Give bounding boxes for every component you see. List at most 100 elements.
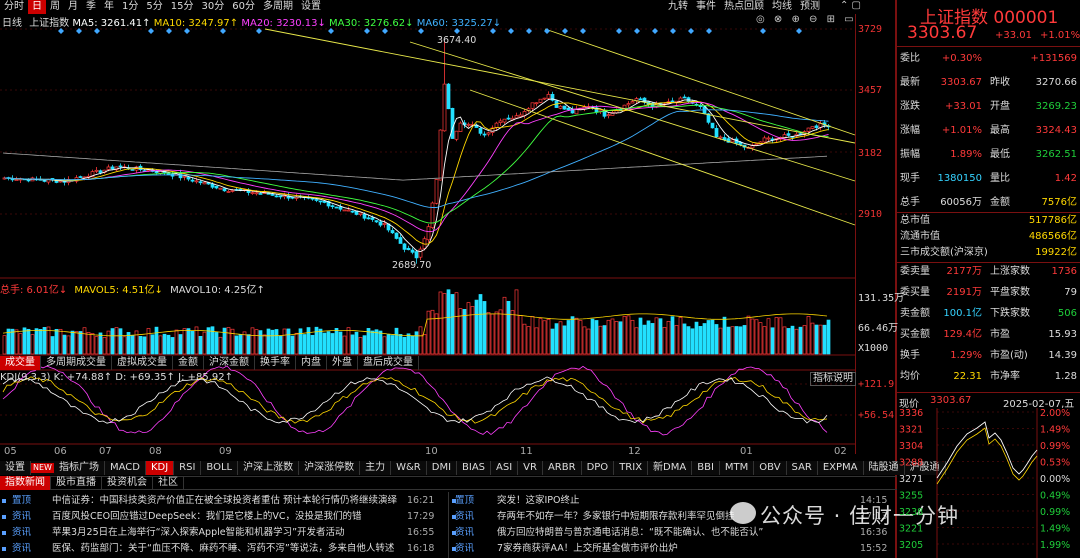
volume-tab-4[interactable]: 沪深金额 — [204, 356, 255, 370]
indicator-tab-1[interactable]: 指标广场 — [54, 461, 105, 475]
indicator-tab-23[interactable]: 陆股通 — [864, 461, 905, 475]
news-row: 资讯 百度风投CEO回应错过DeepSeek：我们是它楼上的VC，没投是我们的错 1… — [0, 510, 897, 524]
indicator-tab-18[interactable]: BBI — [692, 461, 720, 475]
volume-bar — [290, 335, 295, 355]
period-2[interactable]: 周 — [50, 1, 60, 12]
toolbar-item-0[interactable]: 九转 — [668, 1, 688, 12]
signal-marker — [508, 28, 514, 34]
period-3[interactable]: 月 — [68, 1, 78, 12]
period-1[interactable]: 日 — [28, 0, 46, 14]
period-12[interactable]: 设置 — [300, 1, 321, 12]
ma10-value: MA10: 3247.97↑ — [153, 18, 239, 29]
candle-body — [762, 137, 767, 143]
indicator-tab-0[interactable]: 设置 — [0, 461, 31, 475]
volume-bar — [458, 308, 463, 355]
indicator-tab-10[interactable]: DMI — [427, 461, 458, 475]
signal-marker — [760, 28, 766, 34]
toolbar-item-2[interactable]: 热点回顾 — [724, 1, 764, 12]
volume-tab-5[interactable]: 换手率 — [255, 356, 296, 370]
period-7[interactable]: 5分 — [146, 1, 163, 12]
news-headline[interactable]: 百度风投CEO回应错过DeepSeek：我们是它楼上的VC，没投是我们的错 — [52, 511, 362, 522]
candle-body — [438, 129, 443, 181]
indicator-tab-14[interactable]: ARBR — [543, 461, 582, 475]
news-headline[interactable]: 医保、药监部门：关于“血压不降、麻药不睡、泻药不泻”等说法，多来自他人转述 — [52, 543, 395, 554]
news-tab-3[interactable]: 社区 — [153, 476, 184, 490]
volume-bar — [206, 327, 211, 355]
indicator-tab-24[interactable]: 沪股通 — [905, 461, 946, 475]
news-headline[interactable]: 俄方回应特朗普与普京通电话消息：“既不能确认、也不能否认” — [497, 527, 764, 538]
long-ma-line — [2, 152, 828, 181]
news-headline[interactable]: 中信证券：中国科技类资产价值正在被全球投资者重估 预计本轮行情仍将继续演绎 — [52, 495, 398, 506]
news-tab-2[interactable]: 投资机会 — [102, 476, 153, 490]
period-8[interactable]: 15分 — [170, 1, 194, 12]
indicator-tab-15[interactable]: DPO — [582, 461, 615, 475]
volume-bar — [394, 327, 399, 355]
period-6[interactable]: 1分 — [122, 1, 139, 12]
period-10[interactable]: 60分 — [232, 1, 255, 12]
news-tabs: 指数新闻 股市直播 投资机会 社区 — [0, 476, 184, 490]
indicator-tab-21[interactable]: SAR — [787, 461, 818, 475]
period-0[interactable]: 分时 — [4, 1, 24, 12]
signal-marker — [490, 28, 496, 34]
quote-label: 最低 — [990, 149, 1010, 160]
indicator-tab-4[interactable]: RSI — [174, 461, 202, 475]
indicator-tab-3[interactable]: KDJ — [145, 461, 175, 475]
toolbar-item-3[interactable]: 均线 — [772, 1, 792, 12]
volume-bar — [50, 336, 55, 355]
volume-tab-6[interactable]: 内盘 — [296, 356, 327, 370]
indicator-tab-12[interactable]: ASI — [491, 461, 519, 475]
period-5[interactable]: 年 — [104, 1, 114, 12]
indicator-tab-13[interactable]: VR — [518, 461, 543, 475]
toolbar-item-1[interactable]: 事件 — [696, 1, 716, 12]
candle-body — [806, 127, 811, 132]
indicator-tab-6[interactable]: 沪深上涨数 — [238, 461, 300, 475]
volume-tab-1[interactable]: 多周期成交量 — [41, 356, 112, 370]
period-9[interactable]: 30分 — [201, 1, 225, 12]
volume-tab-0[interactable]: 成交量 — [0, 356, 41, 370]
signal-marker — [796, 28, 802, 34]
volume-tab-7[interactable]: 外盘 — [327, 356, 358, 370]
indicator-tab-22[interactable]: EXPMA — [818, 461, 864, 475]
breadth-value: 14.39 — [1048, 350, 1077, 361]
indicator-tab-5[interactable]: BOLL — [201, 461, 239, 475]
news-headline[interactable]: 苹果3月25日在上海举行“深入探索Apple智能和机器学习”开发者活动 — [52, 527, 345, 538]
window-controls[interactable]: ⌃ ▢ — [840, 0, 862, 11]
volume-bar — [534, 327, 539, 355]
news-headline[interactable]: 突发！这家IPO终止 — [497, 495, 580, 506]
volume-bar — [806, 316, 811, 355]
breadth-row: 买金额 129.4亿 市盈 15.93 — [897, 326, 1080, 344]
volume-bar — [58, 328, 63, 355]
candle-body — [514, 115, 519, 119]
news-headline[interactable]: 存两年不如存一年？多家银行中短期限存款利率罕见倒挂 — [497, 511, 735, 522]
indicator-tab-20[interactable]: OBV — [754, 461, 787, 475]
indicator-explain-button[interactable]: 指标说明 — [810, 372, 856, 386]
intraday-chart[interactable]: 3336 2.00% 3321 1.49% 3304 0.99% 3288 0.53% 3271… — [897, 408, 1080, 558]
news-headline[interactable]: 7家券商获评AA！上交所基金做市评价出炉 — [497, 543, 678, 554]
ma10-line — [4, 101, 829, 245]
indicator-tab-11[interactable]: BIAS — [457, 461, 492, 475]
period-11[interactable]: 多周期 — [262, 1, 293, 12]
volume-tab-2[interactable]: 虚拟成交量 — [112, 356, 173, 370]
candle-body — [558, 105, 563, 109]
indicator-tab-8[interactable]: 主力 — [360, 461, 392, 475]
mini-pct-tick: 0.53% — [1040, 458, 1070, 469]
chart-tool-icons[interactable]: ◎ ⊗ ⊕ ⊖ ⊞ ▭ — [756, 14, 857, 25]
indicator-tab-19[interactable]: MTM — [720, 461, 755, 475]
volume-bar — [718, 327, 723, 355]
volume-tab-8[interactable]: 盘后成交量 — [358, 356, 419, 370]
indicator-tab-17[interactable]: 新DMA — [648, 461, 693, 475]
volume-tab-3[interactable]: 金额 — [173, 356, 204, 370]
news-tab-0[interactable]: 指数新闻 — [0, 476, 51, 490]
indicator-tab-2[interactable]: MACD — [105, 461, 146, 475]
news-tab-1[interactable]: 股市直播 — [51, 476, 102, 490]
trendline-mid — [409, 41, 856, 182]
price-tick-3182: 3182 — [858, 148, 883, 159]
volume-bar — [486, 312, 491, 355]
kline-chart[interactable] — [0, 0, 856, 456]
indicator-tab-7[interactable]: 沪深涨停数 — [299, 461, 361, 475]
toolbar-item-4[interactable]: 预测 — [800, 1, 820, 12]
indicator-tab-9[interactable]: W&R — [391, 461, 427, 475]
candle-body — [442, 83, 447, 132]
indicator-tab-16[interactable]: TRIX — [614, 461, 649, 475]
period-4[interactable]: 季 — [86, 1, 96, 12]
